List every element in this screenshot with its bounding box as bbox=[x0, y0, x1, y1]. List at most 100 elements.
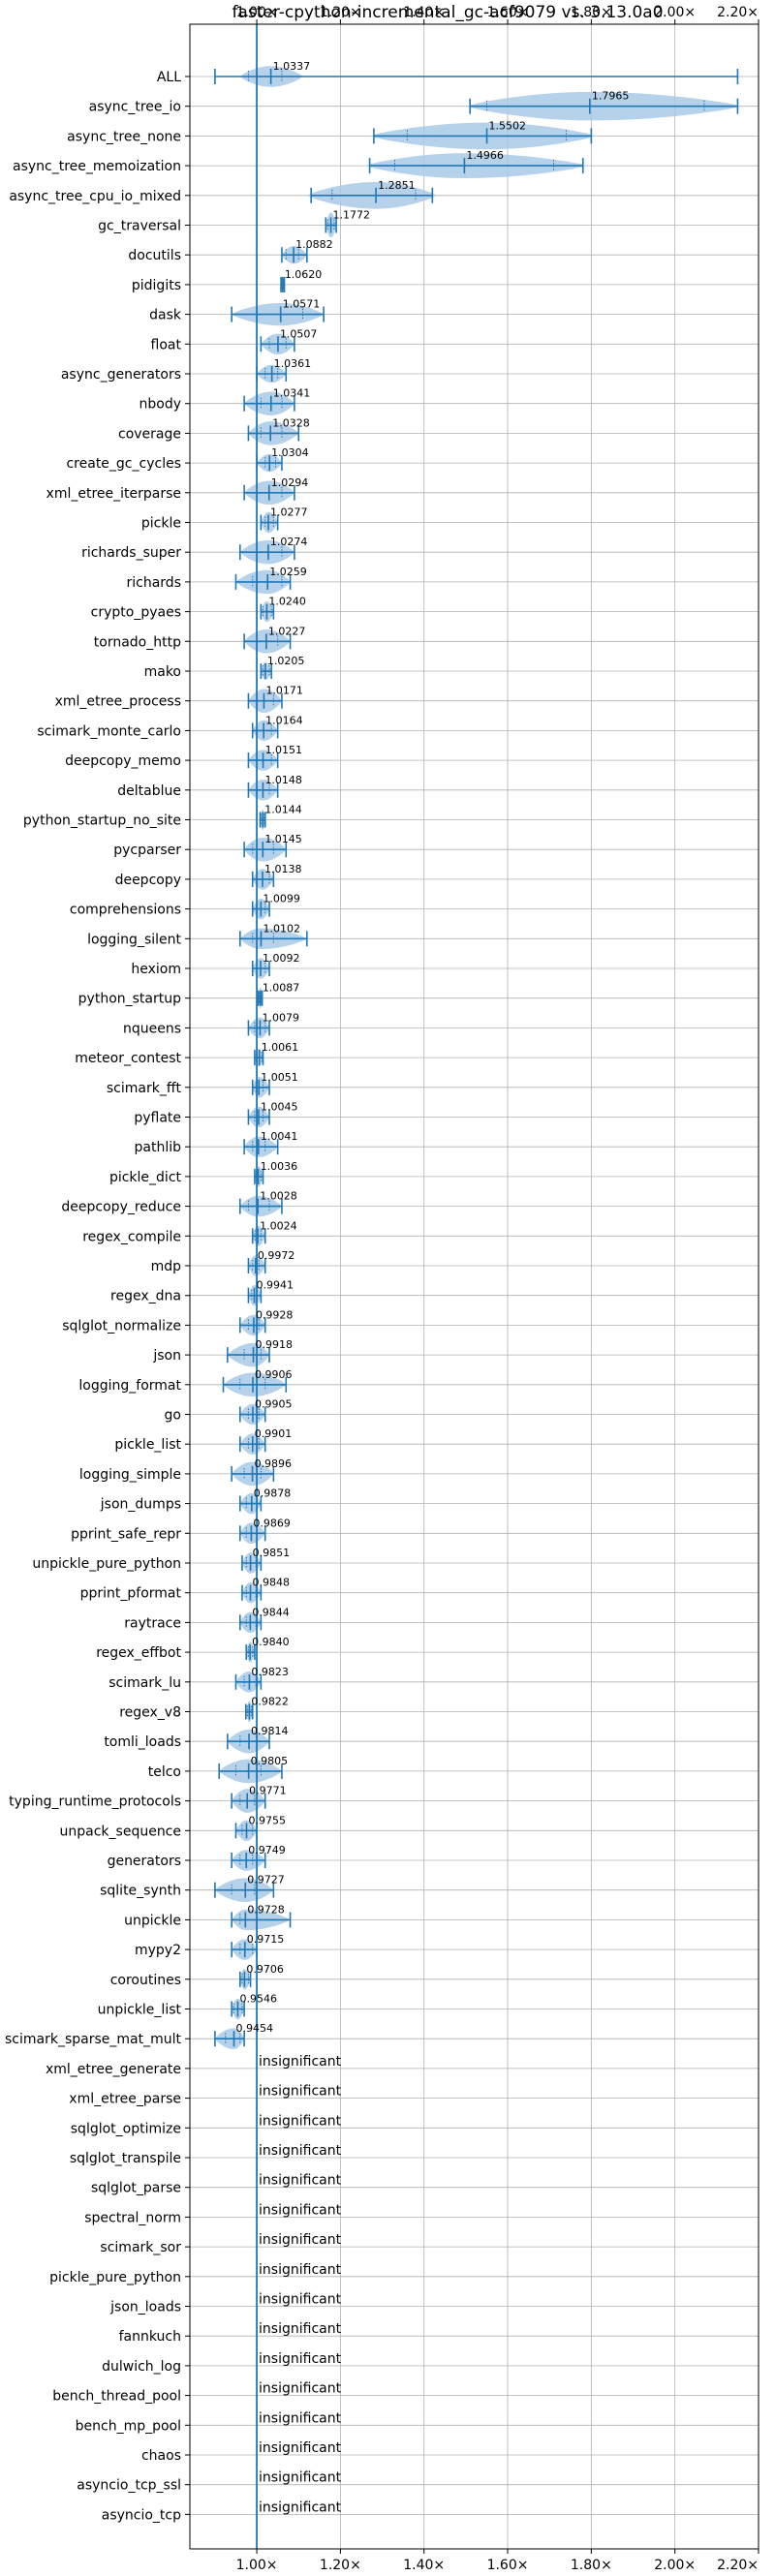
y-tick-label: dulwich_log bbox=[102, 2359, 181, 2375]
value-label: 1.5502 bbox=[489, 119, 527, 132]
y-tick-label: pickle_list bbox=[114, 1437, 181, 1453]
y-tick-label: create_gc_cycles bbox=[66, 456, 181, 472]
y-tick-label: regex_effbot bbox=[96, 1645, 181, 1661]
value-label: 1.0087 bbox=[263, 982, 300, 995]
y-tick-label: scimark_monte_carlo bbox=[37, 723, 181, 739]
y-tick-label: regex_compile bbox=[82, 1229, 181, 1244]
chart-title: faster-cpython-incremental_gc-acf9079 vs… bbox=[232, 3, 663, 22]
x-tick-label-bottom: 1.00× bbox=[236, 2558, 278, 2573]
value-label: 0.9805 bbox=[251, 1755, 289, 1767]
value-label: 1.0227 bbox=[268, 625, 306, 637]
value-label: 1.0164 bbox=[265, 714, 303, 726]
value-label: 1.0036 bbox=[261, 1160, 298, 1173]
value-label: 1.0337 bbox=[273, 60, 311, 73]
value-label: 1.0045 bbox=[261, 1101, 298, 1114]
y-tick-label: richards_super bbox=[81, 545, 181, 561]
value-label: 1.2851 bbox=[378, 179, 416, 192]
insignificant-label: insignificant bbox=[259, 2262, 342, 2278]
y-tick-label: pyflate bbox=[134, 1111, 181, 1126]
y-tick-label: xml_etree_iterparse bbox=[46, 486, 181, 502]
value-label: 0.9941 bbox=[257, 1279, 294, 1292]
x-tick-label-bottom: 1.40× bbox=[403, 2558, 445, 2573]
y-tick-label: crypto_pyaes bbox=[91, 605, 181, 621]
value-label: 1.0102 bbox=[263, 922, 300, 935]
y-tick-label: unpickle bbox=[124, 1913, 181, 1928]
value-label: 1.0061 bbox=[262, 1041, 299, 1054]
value-label: 0.9896 bbox=[255, 1457, 293, 1470]
value-label: 1.0041 bbox=[261, 1130, 298, 1143]
y-tick-label: python_startup_no_site bbox=[23, 813, 181, 829]
y-tick-label: asyncio_tcp_ssl bbox=[77, 2478, 181, 2494]
x-tick-label-bottom: 2.20× bbox=[717, 2558, 759, 2573]
value-label: 1.0099 bbox=[263, 893, 300, 905]
value-label: 1.0328 bbox=[272, 416, 310, 429]
value-label: 0.9706 bbox=[246, 1963, 284, 1976]
y-tick-label: pycparser bbox=[113, 843, 181, 858]
value-label: 0.9918 bbox=[256, 1338, 294, 1351]
value-label: 0.9972 bbox=[258, 1249, 295, 1262]
value-label: 1.0051 bbox=[261, 1071, 298, 1084]
y-tick-label: nbody bbox=[140, 397, 182, 413]
y-tick-label: scimark_sor bbox=[100, 2240, 181, 2255]
x-axis-top: 1.00× 1.20× 1.40× 1.60× 1.80× 2.00× 2.20× bbox=[236, 5, 760, 24]
y-axis-labels: ALL async_tree_io async_tree_none async_tre… bbox=[5, 70, 190, 2523]
insignificant-label: insignificant bbox=[259, 2173, 342, 2189]
value-label: 1.0620 bbox=[285, 268, 323, 281]
value-label: 1.0361 bbox=[274, 357, 312, 370]
insignificant-label: insignificant bbox=[259, 2202, 342, 2218]
value-label: 0.9901 bbox=[255, 1427, 293, 1440]
value-label: 0.9906 bbox=[255, 1368, 293, 1381]
y-tick-label: deepcopy_memo bbox=[65, 753, 181, 769]
y-tick-label: bench_mp_pool bbox=[76, 2418, 181, 2434]
value-label: 1.0171 bbox=[265, 685, 303, 697]
y-tick-label: pidigits bbox=[132, 278, 181, 293]
x-tick-label-top: 1.20× bbox=[320, 5, 361, 20]
y-tick-label: sqlglot_normalize bbox=[62, 1318, 181, 1334]
insignificant-label: insignificant bbox=[259, 2470, 342, 2486]
y-tick-label: coverage bbox=[118, 426, 181, 442]
y-tick-label: pathlib bbox=[135, 1140, 182, 1155]
insignificant-label: insignificant bbox=[259, 2321, 342, 2337]
value-label: 1.0259 bbox=[269, 566, 307, 578]
y-tick-label: logging_silent bbox=[87, 932, 181, 947]
insignificant-label: insignificant bbox=[259, 2410, 342, 2426]
value-label: 1.0294 bbox=[271, 476, 309, 489]
value-label: 1.0274 bbox=[270, 536, 308, 548]
y-tick-label: xml_etree_generate bbox=[46, 2062, 181, 2077]
y-tick-label: chaos bbox=[141, 2448, 181, 2464]
value-label: 1.0148 bbox=[264, 774, 302, 786]
y-tick-label: fannkuch bbox=[119, 2329, 181, 2345]
x-tick-label-bottom: 1.80× bbox=[571, 2558, 612, 2573]
value-label: 1.0151 bbox=[265, 744, 303, 756]
value-label: 1.0304 bbox=[271, 446, 309, 459]
x-tick-label-top: 1.60× bbox=[487, 5, 529, 20]
x-tick-label-top: 1.80× bbox=[571, 5, 612, 20]
y-tick-label: mypy2 bbox=[135, 1943, 181, 1958]
y-tick-label: sqlite_synth bbox=[100, 1884, 181, 1899]
y-tick-label: tomli_loads bbox=[104, 1734, 181, 1750]
y-tick-label: asyncio_tcp bbox=[102, 2507, 181, 2523]
value-label: 1.0024 bbox=[260, 1219, 297, 1232]
value-label: 0.9869 bbox=[253, 1517, 291, 1529]
value-label: 0.9728 bbox=[247, 1903, 285, 1916]
value-label: 0.9727 bbox=[247, 1874, 285, 1886]
value-label: 0.9878 bbox=[254, 1487, 292, 1500]
y-tick-label: deepcopy_reduce bbox=[61, 1200, 181, 1215]
value-label: 0.9715 bbox=[247, 1933, 285, 1946]
value-label: 0.9844 bbox=[252, 1606, 290, 1618]
value-label: 0.9771 bbox=[249, 1785, 287, 1797]
y-tick-label: scimark_sparse_mat_mult bbox=[5, 2032, 181, 2047]
insignificant-label: insignificant bbox=[259, 2113, 342, 2129]
y-tick-label: dask bbox=[149, 308, 182, 323]
x-tick-label-bottom: 1.60× bbox=[487, 2558, 529, 2573]
y-tick-label: spectral_norm bbox=[84, 2210, 181, 2225]
insignificant-label: insignificant bbox=[259, 2054, 342, 2070]
value-label: 1.7965 bbox=[592, 90, 630, 103]
y-tick-label: json_loads bbox=[109, 2300, 181, 2315]
value-label: 0.9814 bbox=[251, 1725, 289, 1737]
x-tick-label-bottom: 2.00× bbox=[654, 2558, 696, 2573]
insignificant-label: insignificant bbox=[259, 2232, 342, 2248]
y-tick-label: pickle_pure_python bbox=[49, 2270, 181, 2285]
y-tick-label: gc_traversal bbox=[98, 219, 181, 234]
value-annotations: 1.0337 1.7965 1.5502 1.4966 1.2851 1.1772 1.08… bbox=[235, 60, 629, 2515]
